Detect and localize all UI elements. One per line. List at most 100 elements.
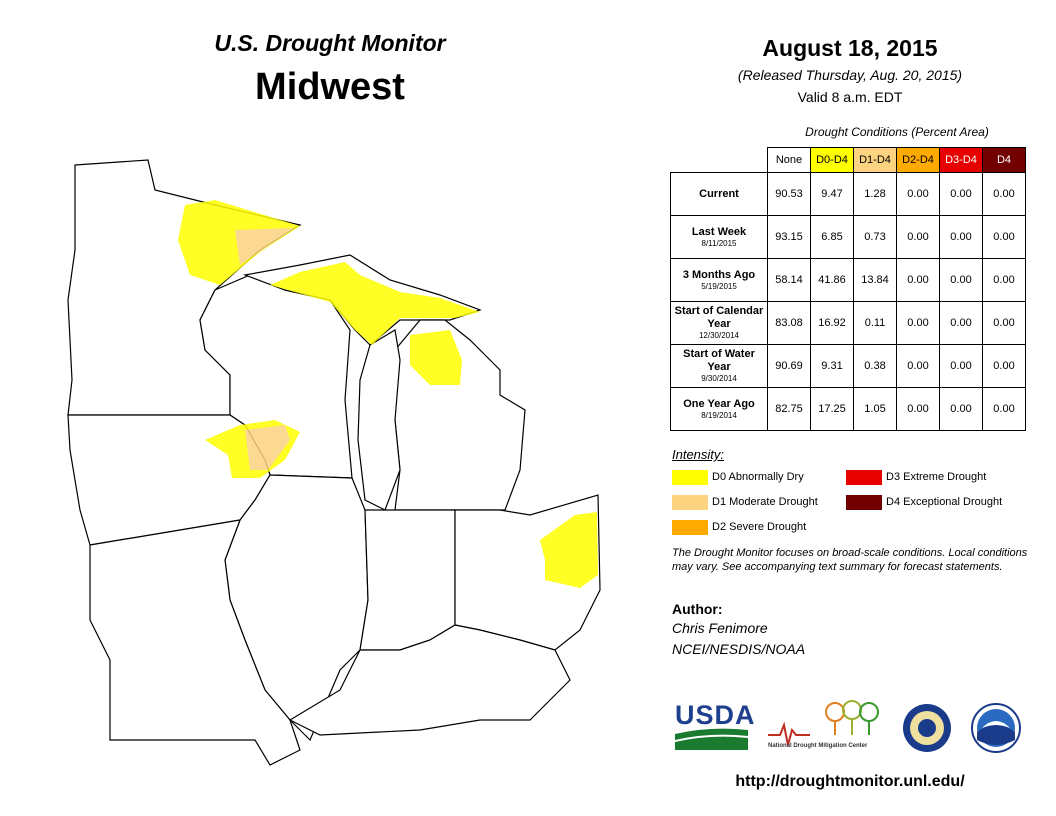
d0-area [540,512,598,588]
d0-area [270,262,480,345]
table-cell: 0.11 [853,301,897,345]
table-cell: 9.47 [810,172,854,216]
legend-swatch [846,495,882,510]
state-outlines [67,159,601,766]
row-label-cell: Last Week 8/11/2015 [670,215,768,259]
table-cell: 9.31 [810,344,854,388]
map-title: U.S. Drought Monitor [214,30,446,56]
column-header: D4 [982,147,1026,173]
row-date: 8/11/2015 [701,238,737,248]
column-header: None [767,147,811,173]
table-row: Last Week 8/11/2015 93.15 6.85 0.73 0.00 0.00 0… [670,215,1026,259]
table-cell: 82.75 [767,387,811,431]
table-cell: 0.00 [939,344,983,388]
table-cell: 0.00 [982,301,1026,345]
usda-stripes [675,728,748,750]
row-label: Start of Calendar Year [674,305,764,330]
table-cell: 0.00 [939,172,983,216]
table-cell: 58.14 [767,258,811,302]
table-cell: 0.00 [939,387,983,431]
column-header: D2-D4 [896,147,940,173]
noaa-seal [971,703,1021,753]
table-row: One Year Ago 8/19/2014 82.75 17.25 1.05 0.00 0… [670,387,1026,431]
row-label-cell: 3 Months Ago 5/19/2015 [670,258,768,302]
kentucky [288,624,571,736]
ndmc-logo [768,700,879,746]
table-cell: 0.00 [896,215,940,259]
table-cell: 17.25 [810,387,854,431]
table-cell: 90.69 [767,344,811,388]
drought-areas [178,200,598,588]
table-row: Start of Calendar Year 12/30/2014 83.08 16.… [670,301,1026,345]
lake-michigan [357,329,401,511]
table-row: Start of Water Year 9/30/2014 90.69 9.31 0.3… [670,344,1026,388]
table-cell: 0.00 [982,258,1026,302]
doc-seal [903,704,951,752]
table-cell: 0.00 [939,215,983,259]
author-label: Author: [672,601,723,617]
table-cell: 13.84 [853,258,897,302]
table-cell: 0.38 [853,344,897,388]
d1-area [235,228,295,265]
legend-swatch [672,520,708,535]
map [67,159,601,766]
legend-label: D0 Abnormally Dry [712,471,804,483]
table-cell: 41.86 [810,258,854,302]
table-cell: 90.53 [767,172,811,216]
table-row: 3 Months Ago 5/19/2015 58.14 41.86 13.84 0.00… [670,258,1026,302]
map-date: August 18, 2015 [762,35,938,61]
corner-cell [671,148,768,173]
valid-time: Valid 8 a.m. EDT [797,89,903,105]
usda-logo-text: USDA [675,700,756,730]
table-cell: 0.00 [896,301,940,345]
table-cell: 1.05 [853,387,897,431]
row-label-cell: Start of Calendar Year 12/30/2014 [670,301,768,345]
column-header: D3-D4 [939,147,983,173]
row-label: Start of Water Year [683,348,755,373]
table-cell: 0.00 [982,387,1026,431]
conditions-table: None D0-D4 D1-D4 D2-D4 D3-D4 D4 Current 90.53 9.… [670,147,1026,431]
indiana [359,509,456,651]
legend-label: D4 Exceptional Drought [886,496,1003,508]
header-row: None D0-D4 D1-D4 D2-D4 D3-D4 D4 [671,147,1026,173]
table-cell: 6.85 [810,215,854,259]
missouri [89,519,301,766]
author-org: NCEI/NESDIS/NOAA [672,641,806,657]
table-cell: 0.00 [896,258,940,302]
table-cell: 0.00 [982,215,1026,259]
table-cell: 0.73 [853,215,897,259]
note: The Drought Monitor focuses on broad-sca… [672,547,1028,573]
release-date: (Released Thursday, Aug. 20, 2015) [737,67,963,83]
row-label-cell: Current [670,172,768,216]
row-date: 9/30/2014 [701,374,737,383]
logos [675,700,1021,753]
region-title: Midwest [255,66,405,108]
table-cell: 1.28 [853,172,897,216]
row-label: One Year Ago [683,397,755,410]
author-name: Chris Fenimore [672,620,768,636]
legend-swatch [846,470,882,485]
row-label: Last Week [691,225,747,238]
legend-label: D1 Moderate Drought [712,496,818,508]
row-label: Current [699,187,739,200]
table-cell: 83.08 [767,301,811,345]
table-cell: 0.00 [982,172,1026,216]
table-cell: 16.92 [810,301,854,345]
table-cell: 0.00 [896,344,940,388]
ndmc-logo-text: National Drought Mitigation Center [768,743,868,749]
legend-label: D2 Severe Drought [712,521,807,533]
table-cell: 0.00 [982,344,1026,388]
d1-area [245,425,290,470]
table-row: Current 90.53 9.47 1.28 0.00 0.00 0.00 [670,172,1026,216]
table-caption: Drought Conditions (Percent Area) [805,125,989,139]
row-date: 8/19/2014 [701,410,737,420]
legend-swatch [672,470,708,485]
row-label: 3 Months Ago [682,268,756,281]
column-header: D0-D4 [810,147,854,173]
table-cell: 0.00 [939,258,983,302]
row-label-cell: Start of Water Year 9/30/2014 [670,344,768,388]
row-date: 5/19/2015 [701,281,737,291]
row-date: 12/30/2014 [698,331,740,340]
table-cell: 93.15 [767,215,811,259]
